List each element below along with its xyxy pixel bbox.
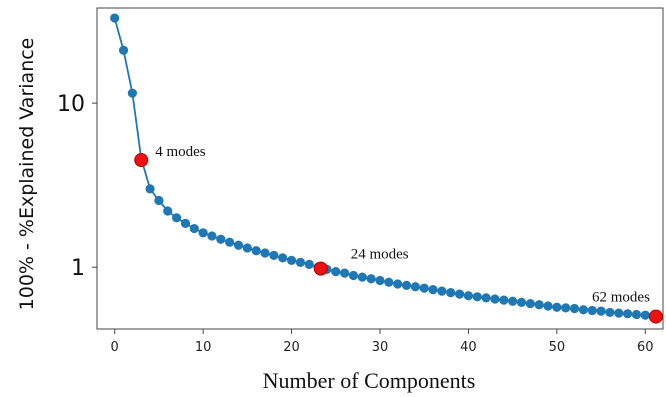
data-point	[543, 301, 553, 311]
data-point	[596, 306, 606, 316]
data-point	[189, 223, 199, 234]
data-point	[587, 305, 597, 316]
highlight-markers	[134, 153, 663, 324]
annotation-label: 62 modes	[592, 290, 650, 306]
data-point	[569, 303, 580, 314]
data-point	[207, 231, 217, 241]
axis-ticks: 0 10 20 30 40 50 60 1 10	[57, 92, 654, 355]
highlight-marker	[648, 309, 663, 324]
data-point	[393, 279, 403, 289]
data-point	[534, 300, 544, 310]
highlight-marker	[134, 153, 149, 168]
data-point	[260, 248, 270, 258]
data-point	[269, 250, 279, 260]
series-points	[110, 13, 659, 322]
data-point	[623, 309, 633, 319]
data-point	[561, 303, 571, 313]
series-line	[113, 17, 655, 318]
data-point	[171, 213, 182, 223]
data-point	[481, 293, 491, 303]
data-point	[198, 228, 208, 238]
data-point	[605, 307, 615, 318]
data-point	[446, 288, 456, 298]
data-point	[454, 289, 465, 299]
data-point	[127, 88, 137, 98]
data-point	[631, 309, 642, 320]
data-point	[295, 257, 306, 267]
data-point	[251, 246, 261, 256]
data-point	[286, 255, 297, 265]
data-point	[508, 296, 518, 306]
data-point	[525, 298, 535, 309]
data-point	[578, 305, 589, 315]
data-point	[401, 280, 412, 290]
data-point	[640, 310, 650, 320]
y-axis-label: 100% - %Explained Variance	[16, 38, 38, 311]
data-point	[428, 285, 438, 295]
x-tick-label: 0	[111, 340, 119, 355]
data-point	[437, 286, 447, 296]
x-tick-label: 60	[637, 340, 654, 355]
annotation-label: 24 modes	[351, 247, 409, 263]
data-point	[233, 240, 244, 250]
data-point	[384, 277, 394, 287]
data-point	[463, 291, 474, 301]
data-point	[278, 253, 288, 263]
x-tick-label: 10	[195, 340, 212, 355]
data-point	[366, 274, 376, 284]
data-point	[419, 283, 429, 293]
data-point	[216, 234, 226, 244]
y-tick-label: 1	[71, 256, 85, 281]
data-point	[516, 297, 527, 308]
data-point	[499, 295, 509, 305]
data-point	[110, 13, 120, 23]
annotations: 4 modes 24 modes 62 modes	[155, 144, 650, 306]
data-point	[304, 259, 314, 269]
data-point	[163, 206, 173, 216]
data-point	[552, 302, 562, 312]
x-tick-label: 50	[549, 340, 566, 355]
x-tick-label: 30	[372, 340, 389, 355]
data-point	[180, 218, 191, 228]
data-point	[348, 270, 359, 281]
highlight-marker	[313, 261, 328, 276]
x-tick-label: 40	[460, 340, 477, 355]
y-tick-label: 10	[57, 92, 85, 117]
series-line-group	[113, 17, 655, 318]
data-point	[410, 282, 420, 292]
x-axis-label: Number of Components	[263, 368, 476, 393]
x-tick-label: 20	[283, 340, 300, 355]
data-point	[154, 195, 164, 206]
data-point	[242, 243, 252, 253]
data-point	[340, 268, 350, 278]
data-point	[472, 292, 482, 302]
data-point	[490, 294, 500, 304]
data-point	[614, 308, 624, 318]
data-point	[145, 184, 155, 194]
data-point	[225, 237, 235, 247]
data-point	[331, 266, 341, 277]
annotation-label: 4 modes	[155, 144, 206, 160]
data-point	[357, 272, 367, 282]
data-point	[118, 45, 129, 55]
data-point	[375, 275, 385, 286]
